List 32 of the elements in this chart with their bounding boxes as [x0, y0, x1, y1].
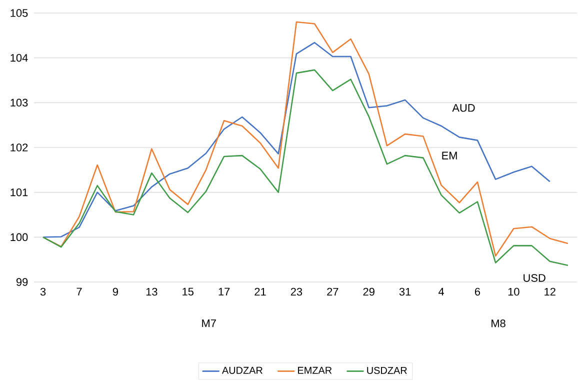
x-tick-label: 17 — [218, 288, 230, 296]
annotation: AUD — [452, 104, 475, 112]
x-tick-label: 15 — [182, 288, 194, 296]
x-tick-label: 31 — [399, 288, 411, 296]
x-tick-label: 12 — [544, 288, 556, 296]
x-tick-label: 21 — [254, 288, 266, 296]
annotation: EM — [442, 152, 457, 160]
x-tick-label: 9 — [112, 288, 118, 296]
y-tick-label: 103 — [10, 98, 28, 107]
x-tick-label: 3 — [40, 288, 46, 296]
legend-label: EMZAR — [298, 366, 332, 374]
y-tick-label: 100 — [10, 233, 28, 242]
legend-label: AUDZAR — [222, 366, 262, 374]
y-tick-label: 104 — [10, 54, 28, 62]
x-tick-label: 7 — [76, 288, 82, 296]
x-tick-label: 23 — [290, 288, 302, 296]
x-tick-label: 13 — [146, 288, 158, 296]
y-tick-label: 99 — [16, 278, 28, 286]
text: M7 — [202, 319, 216, 328]
y-tick-label: 101 — [10, 188, 28, 196]
x-tick-label: 27 — [327, 288, 338, 296]
x-tick-label: 29 — [363, 288, 374, 296]
legend-label: USDZAR — [367, 366, 407, 374]
y-tick-label: 102 — [10, 144, 28, 152]
x-tick-label: 10 — [508, 288, 520, 296]
x-tick-label: 6 — [474, 288, 480, 296]
line-series — [42, 69, 569, 266]
y-tick-label: 105 — [10, 9, 28, 17]
line-series — [42, 42, 551, 238]
annotation: USD — [524, 274, 546, 282]
text: M8 — [492, 319, 506, 328]
x-tick-label: 4 — [438, 288, 444, 296]
